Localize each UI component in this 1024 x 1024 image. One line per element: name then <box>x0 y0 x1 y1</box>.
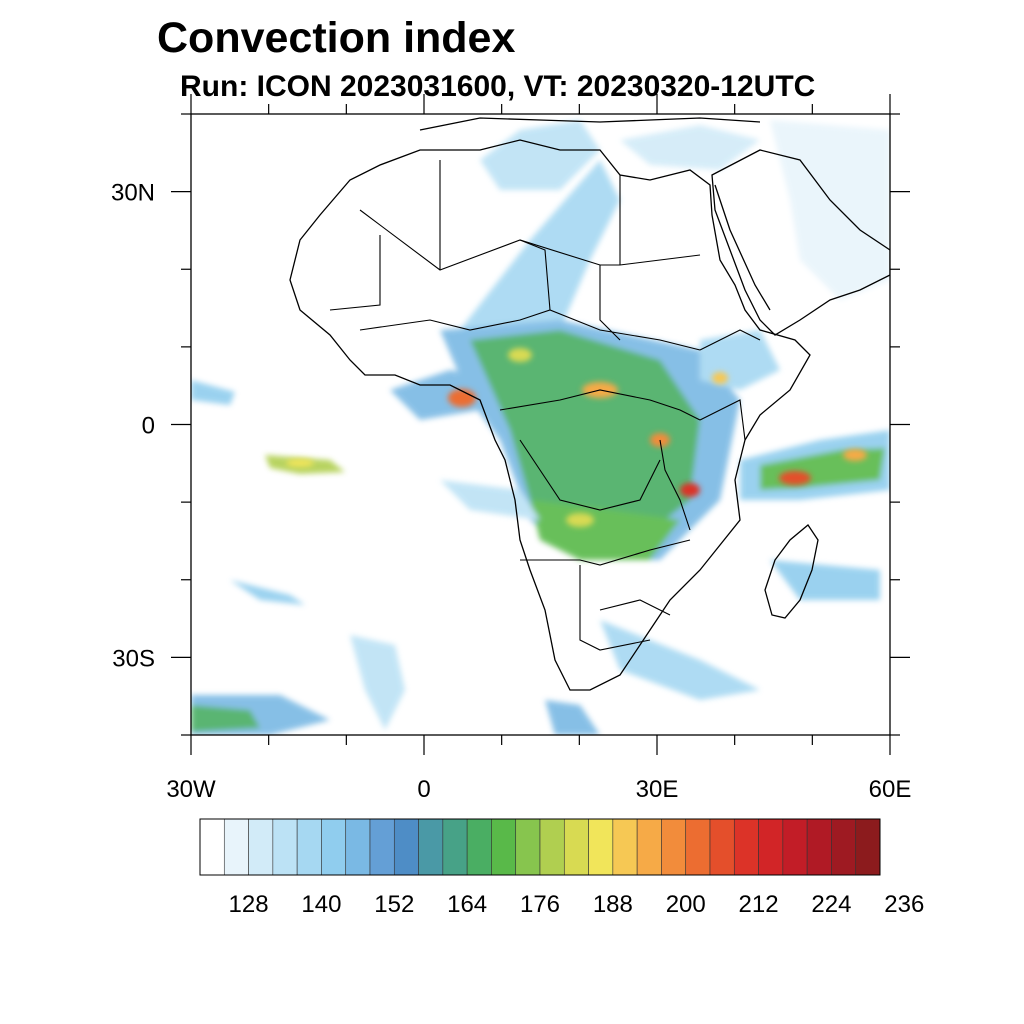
colorbar-label: 200 <box>666 891 706 918</box>
lat-tick-label: 30N <box>111 180 155 207</box>
arabia-coastline <box>711 149 890 336</box>
field-madagascar-east <box>770 560 880 600</box>
lon-tick-label: 30E <box>636 776 679 803</box>
hotspot-tanzania <box>680 483 700 497</box>
colorbar-swatch <box>321 818 347 876</box>
colorbar-frame <box>199 818 881 876</box>
hotspot-ocean-far-east <box>843 449 867 461</box>
colorbar-swatch <box>418 818 444 876</box>
border-west-1 <box>329 235 381 311</box>
border-south-1 <box>520 539 691 566</box>
convection-field <box>191 120 890 735</box>
colorbar-swatch <box>515 818 541 876</box>
field-west-edge <box>191 380 235 405</box>
colorbar-swatch <box>782 818 808 876</box>
colorbar-label: 164 <box>447 891 487 918</box>
hotspot-atlantic <box>286 459 314 467</box>
hotspot-drc-south <box>566 513 594 527</box>
colorbar-swatch <box>248 818 274 876</box>
colorbar-swatch <box>369 818 395 876</box>
colorbar-label: 152 <box>374 891 414 918</box>
colorbar-swatch <box>466 818 492 876</box>
colorbar-swatch <box>831 818 857 876</box>
field-south-central <box>530 500 680 560</box>
border-congo <box>519 439 661 511</box>
field-sahara-band <box>460 160 620 360</box>
colorbar-swatch <box>199 818 225 876</box>
border-sahel <box>359 309 701 351</box>
colorbar-swatch <box>442 818 468 876</box>
colorbar-swatch <box>806 818 832 876</box>
red-sea-line <box>714 184 771 311</box>
border-north-1 <box>359 209 701 271</box>
colorbar-label: 212 <box>739 891 779 918</box>
field-north-africa <box>480 120 600 190</box>
lat-tick-label: 0 <box>142 413 155 440</box>
field-arabia <box>770 120 890 300</box>
field-central-core <box>470 330 700 540</box>
colorbar-swatch <box>612 818 638 876</box>
coastlines <box>289 117 890 691</box>
border-south-2 <box>579 565 651 651</box>
colorbar-swatch <box>272 818 298 876</box>
colorbar-swatch <box>733 818 759 876</box>
colorbar-swatch <box>685 818 711 876</box>
africa-coastline <box>289 139 811 691</box>
border-south-3 <box>599 599 671 616</box>
colorbar-swatch <box>393 818 419 876</box>
country-borders <box>329 160 761 651</box>
border-north-2 <box>519 239 551 311</box>
colorbar-swatch <box>661 818 687 876</box>
chart-subtitle: Run: ICON 2023031600, VT: 20230320-12UTC <box>180 70 816 103</box>
colorbar-swatch <box>588 818 614 876</box>
border-east-1 <box>699 399 746 441</box>
hotspot-cameroon <box>448 389 476 407</box>
field-mediterranean <box>620 125 760 170</box>
colorbar-label: 140 <box>301 891 341 918</box>
colorbar-swatch <box>855 818 881 876</box>
colorbar: 128 140 152 164 176 188 200 212 224 236 <box>199 818 924 918</box>
border-equator <box>499 389 701 421</box>
border-north-3 <box>599 265 621 341</box>
colorbar-label: 176 <box>520 891 560 918</box>
field-ocean-plume <box>350 635 405 730</box>
colorbar-swatch <box>709 818 735 876</box>
colorbar-label: 236 <box>884 891 924 918</box>
colorbar-swatch <box>539 818 565 876</box>
colorbar-swatch <box>223 818 249 876</box>
colorbar-label: 224 <box>811 891 851 918</box>
border-east-2 <box>699 329 761 351</box>
lon-tick-label: 0 <box>417 776 430 803</box>
colorbar-swatch <box>296 818 322 876</box>
hotspot-nigeria <box>508 348 532 362</box>
field-atlantic-south <box>230 580 305 605</box>
colorbar-swatch <box>563 818 589 876</box>
mediterranean-north-coast <box>419 117 761 131</box>
colorbar-swatch <box>345 818 371 876</box>
colorbar-label: 128 <box>229 891 269 918</box>
lat-tick-label: 30S <box>112 645 155 672</box>
colorbar-swatch <box>636 818 662 876</box>
chart-title: Convection index <box>157 14 516 62</box>
field-atlantic-band <box>440 480 540 520</box>
lon-tick-label: 60E <box>869 776 912 803</box>
hotspot-ocean-east <box>779 471 811 485</box>
field-southwest-core <box>191 705 260 732</box>
map-axes: 30N 0 30S 30W 0 30E 60E <box>111 94 911 803</box>
field-south-africa <box>600 620 760 700</box>
colorbar-swatch <box>758 818 784 876</box>
madagascar-coastline <box>764 524 819 619</box>
field-southern-tip <box>545 700 600 735</box>
field-horn <box>700 330 780 390</box>
colorbar-label: 188 <box>593 891 633 918</box>
border-lakes <box>659 439 691 531</box>
colorbar-swatch <box>491 818 517 876</box>
lon-tick-label: 30W <box>166 776 216 803</box>
hotspot-east-africa <box>712 372 728 384</box>
